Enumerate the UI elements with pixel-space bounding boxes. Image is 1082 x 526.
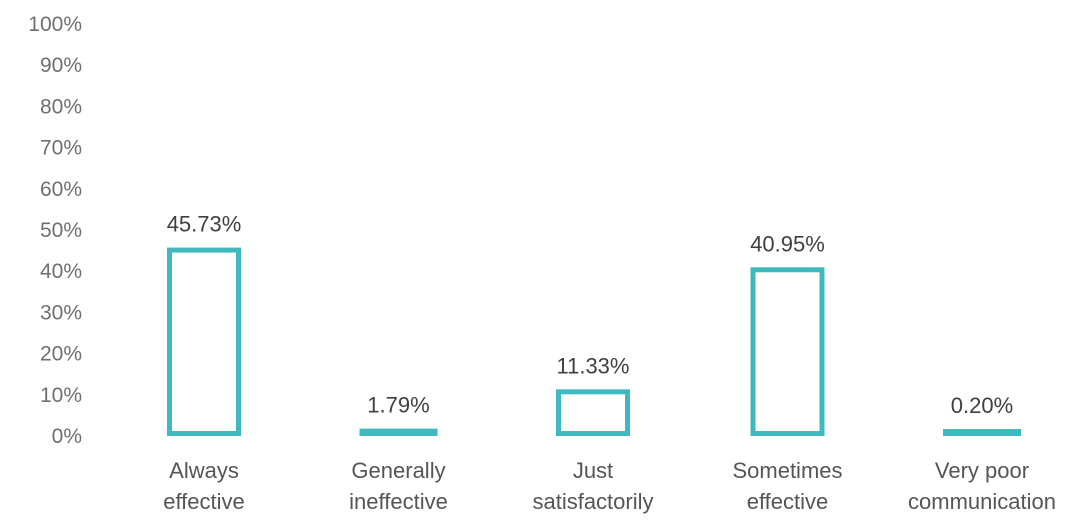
y-tick-label: 70% xyxy=(40,137,82,160)
x-category-label: effective xyxy=(163,489,245,514)
bar-value-label: 40.95% xyxy=(750,231,825,256)
bar-value-label: 11.33% xyxy=(557,353,630,378)
x-category-label: effective xyxy=(747,489,829,514)
data-labels-group: 45.73% 1.79% 11.33% 40.95% 0.20% xyxy=(167,212,1014,418)
x-category-label: satisfactorily xyxy=(532,489,653,514)
bars-group xyxy=(167,247,1021,437)
y-tick-label: 40% xyxy=(40,260,82,283)
x-category-label: communication xyxy=(908,489,1056,514)
x-category-label: Very poor xyxy=(935,458,1029,483)
x-axis: Always effective Generally ineffective Just s… xyxy=(163,458,1056,514)
y-tick-label: 20% xyxy=(40,343,82,366)
x-category-label: ineffective xyxy=(349,489,448,514)
x-category-label: Generally xyxy=(351,458,445,483)
y-tick-label: 80% xyxy=(40,95,82,118)
y-axis: 0% 10% 20% 30% 40% 50% 60% 70% 80% 90% 100% xyxy=(28,13,82,448)
bar xyxy=(943,429,1021,436)
bar xyxy=(556,389,630,437)
bar xyxy=(750,267,825,437)
x-category-label: Always xyxy=(169,458,239,483)
y-tick-label: 60% xyxy=(40,178,82,201)
bar xyxy=(359,428,438,436)
x-category-label: Just xyxy=(573,458,613,483)
y-tick-label: 30% xyxy=(40,301,82,324)
y-tick-label: 100% xyxy=(28,13,82,36)
bar-value-label: 0.20% xyxy=(951,393,1013,418)
x-category-label: Sometimes xyxy=(732,458,842,483)
y-tick-label: 0% xyxy=(52,425,82,448)
y-tick-label: 10% xyxy=(40,384,82,407)
bar-value-label: 45.73% xyxy=(167,212,242,237)
bar xyxy=(167,247,241,436)
bar-value-label: 1.79% xyxy=(367,393,429,418)
y-tick-label: 50% xyxy=(40,219,82,242)
y-tick-label: 90% xyxy=(40,54,82,77)
